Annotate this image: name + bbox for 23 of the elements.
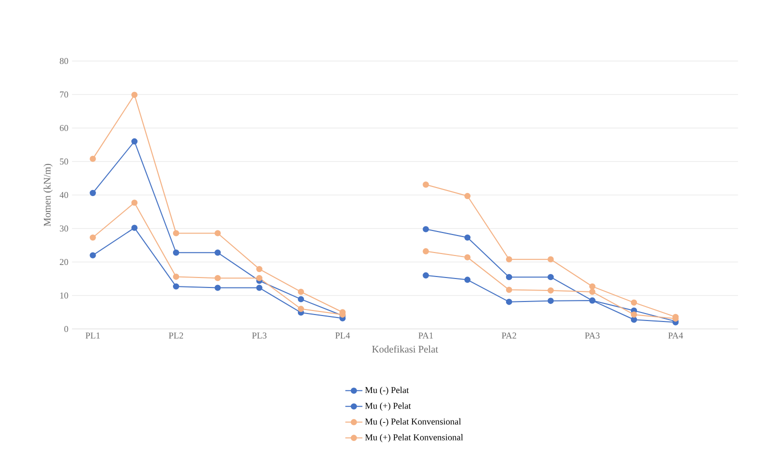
y-tick-label: 0 xyxy=(64,326,68,332)
y-axis-title: Momen (kN/m) xyxy=(44,164,53,226)
x-tick-label: PA2 xyxy=(502,332,516,338)
legend-label: Mu (-) Pelat xyxy=(365,386,409,395)
y-tick-label: 40 xyxy=(60,192,68,198)
y-tick-label: 50 xyxy=(60,158,68,165)
x-tick-label: PL4 xyxy=(335,332,350,338)
x-axis-title: Kodefikasi Pelat xyxy=(372,345,438,353)
x-tick-label: PL3 xyxy=(252,332,266,339)
legend-label: Mu (-) Pelat Konvensional xyxy=(365,418,461,426)
y-tick-label: 80 xyxy=(60,58,68,64)
y-tick-label: 70 xyxy=(60,91,68,98)
x-tick-label: PL2 xyxy=(168,332,184,338)
x-tick-label: PL1 xyxy=(86,332,100,338)
x-tick-label: PA3 xyxy=(584,332,600,339)
x-tick-label: PA4 xyxy=(668,332,684,338)
legend-label: Mu (+) Pelat xyxy=(365,402,411,411)
y-tick-label: 20 xyxy=(60,258,68,266)
legend-label: Mu (+) Pelat Konvensional xyxy=(365,434,464,442)
x-tick-label: PA1 xyxy=(418,332,433,338)
y-tick-label: 10 xyxy=(60,292,68,299)
y-tick-label: 30 xyxy=(60,225,68,232)
y-tick-label: 60 xyxy=(60,124,68,132)
